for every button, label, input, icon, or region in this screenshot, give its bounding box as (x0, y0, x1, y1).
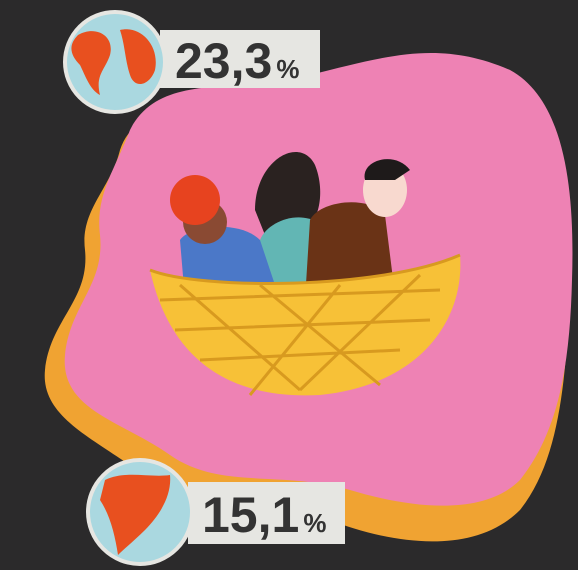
people-illustration (170, 152, 410, 300)
stat-box (160, 30, 320, 88)
world-stat: 23,3 % (63, 10, 320, 114)
nest (149, 253, 461, 396)
stat-value: 15,1 (202, 487, 299, 543)
stat-unit: % (303, 508, 326, 538)
stat-unit: % (276, 54, 299, 84)
stat-value: 23,3 (175, 33, 272, 89)
stat-box (188, 482, 345, 544)
catalonia-stat: 15,1 % (86, 458, 345, 566)
